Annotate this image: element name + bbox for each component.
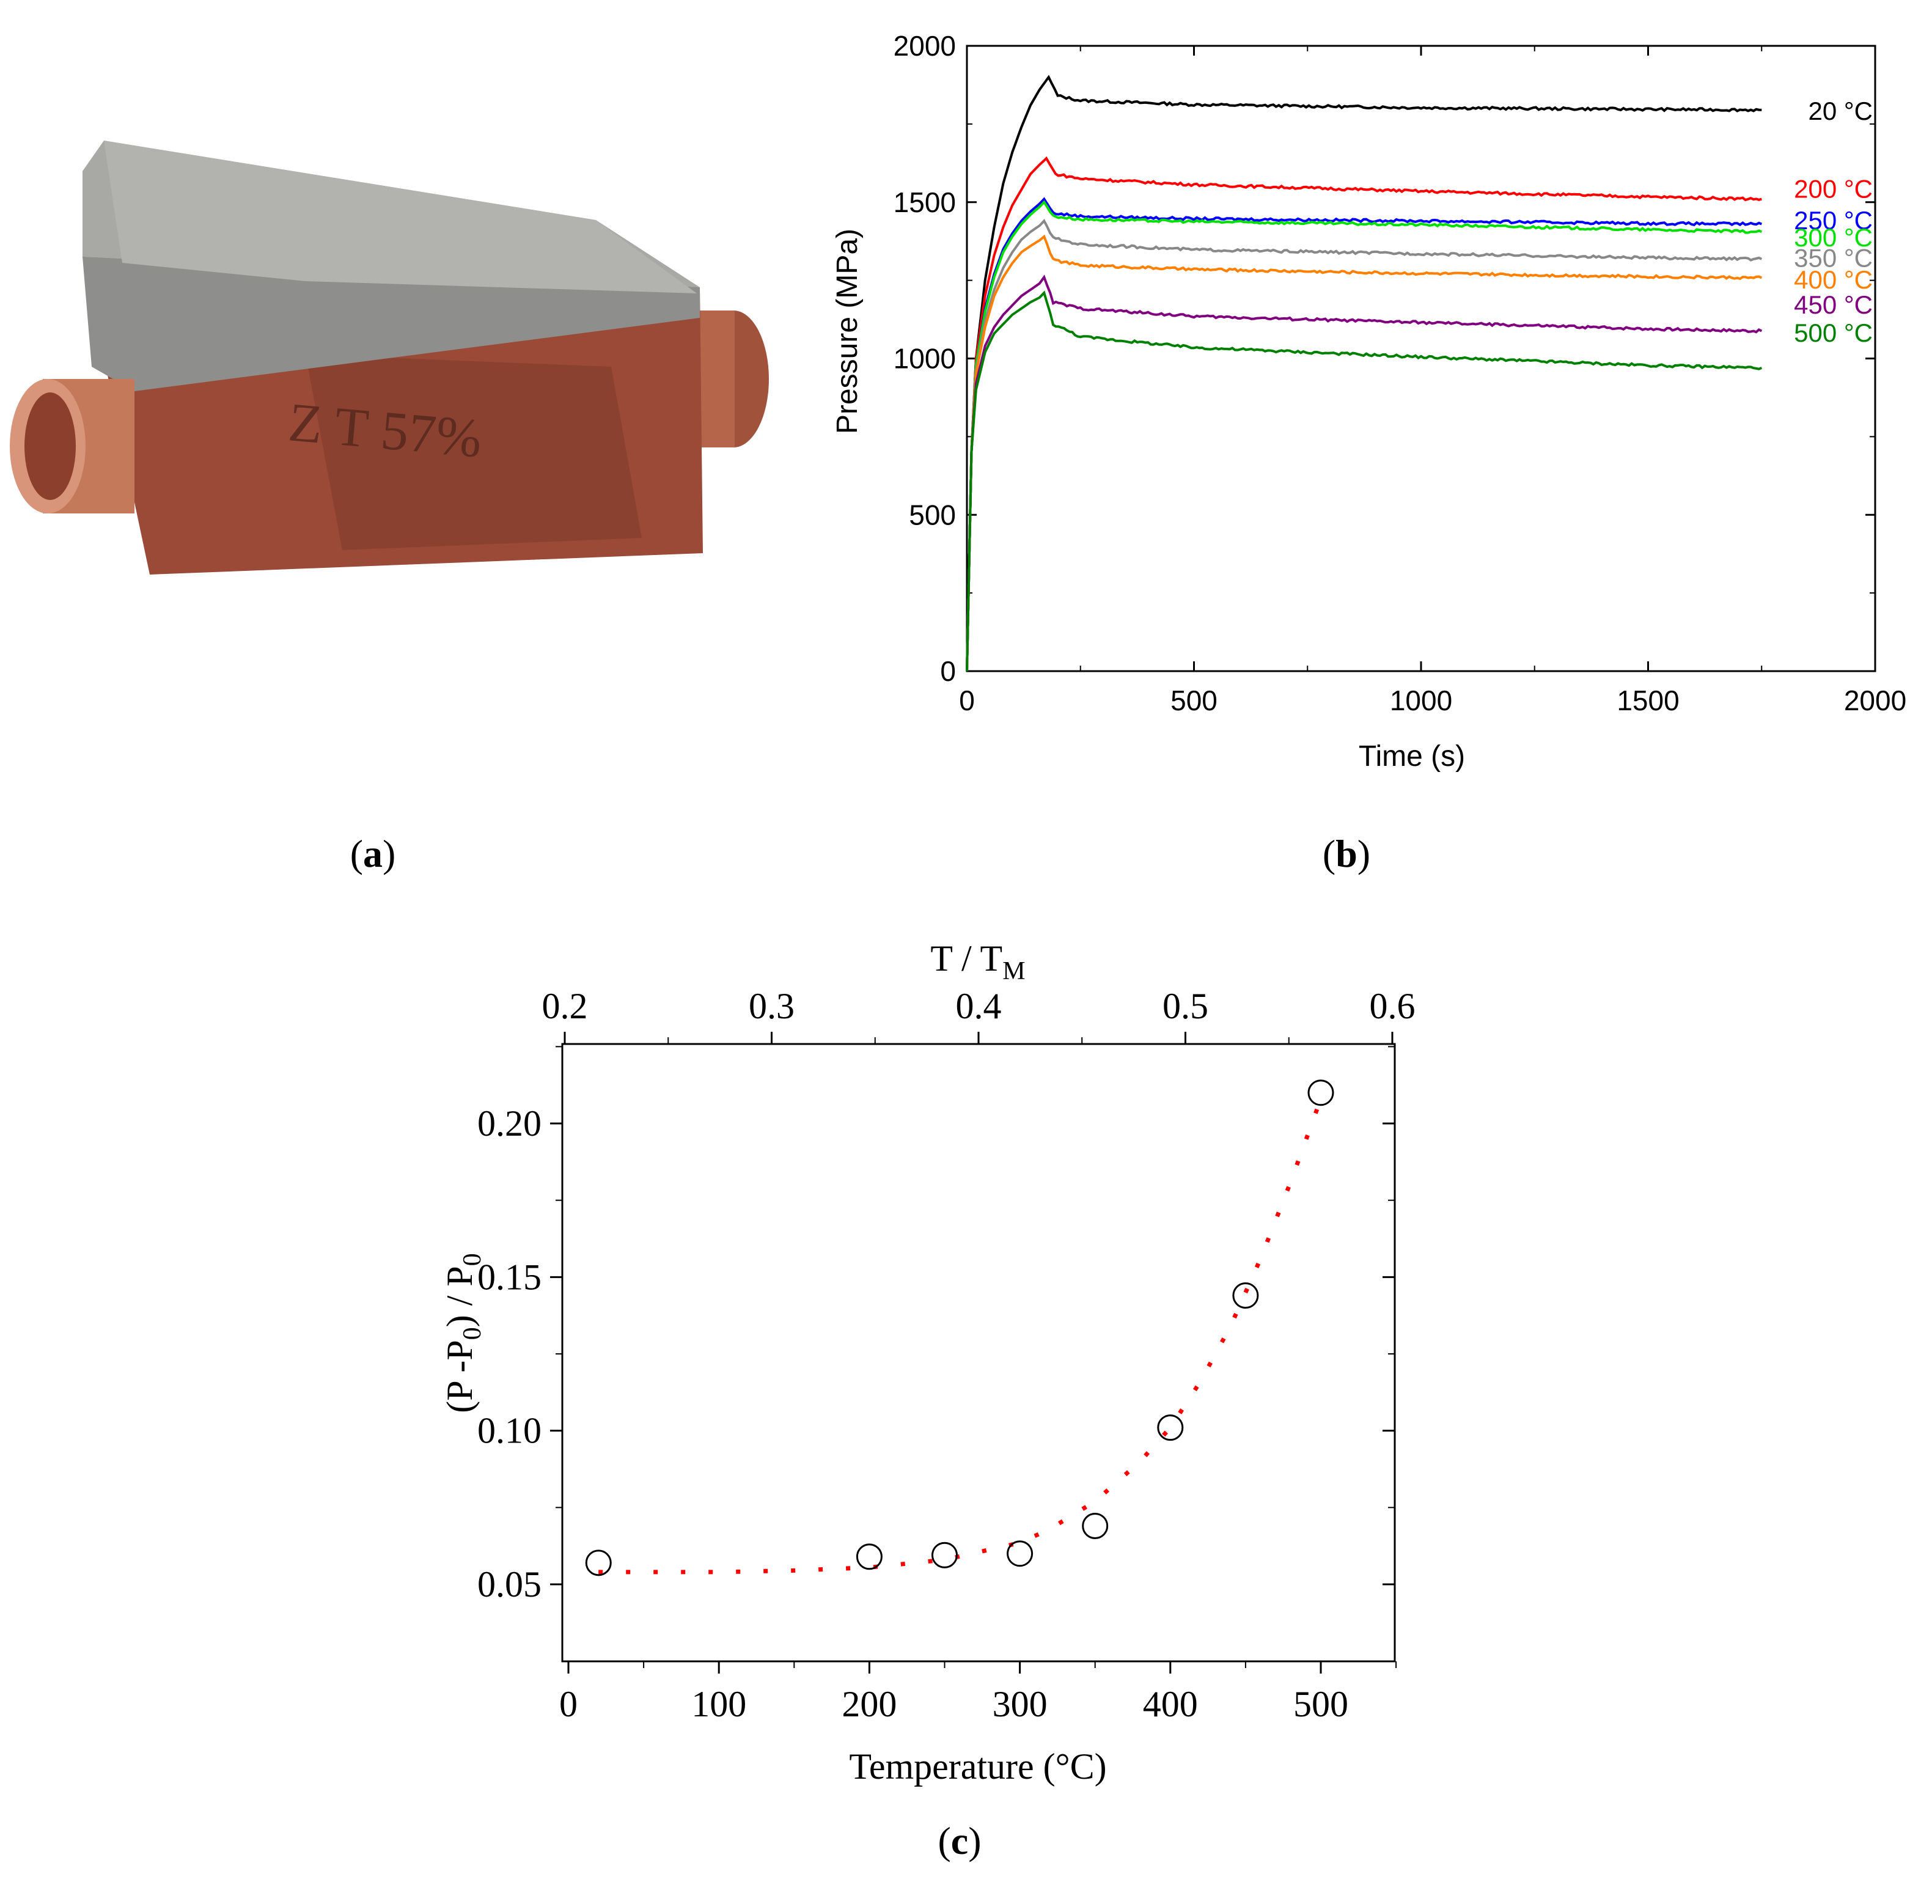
c-plot-frame xyxy=(561,1043,1396,1663)
c-top-axis-label: T / TM xyxy=(930,938,1025,985)
c-y-tick-label: 0.10 xyxy=(477,1411,542,1451)
left-pipe-inner xyxy=(24,392,76,500)
c-x-axis-label: Temperature (°C) xyxy=(849,1746,1106,1787)
c-top-tick-label: 0.3 xyxy=(749,986,795,1026)
block-front-shade xyxy=(306,355,642,550)
b-y-tick-label: 500 xyxy=(909,499,956,531)
c-data-point xyxy=(585,1549,612,1576)
b-x-tick-label: 1500 xyxy=(1617,685,1679,716)
b-series-line xyxy=(966,219,1763,672)
c-top-tick-label: 0.5 xyxy=(1163,986,1208,1026)
c-fit-curve xyxy=(598,1098,1323,1575)
c-y-axis-label-sub1: 0 xyxy=(458,1327,487,1340)
c-top-tick-label: 0.2 xyxy=(542,986,588,1026)
c-plot-area: 0 100 200 300 400 500 0.2 0.3 0.4 0.5 0.6 0.05 0.10 0… xyxy=(477,986,1416,1724)
c-y-axis-label-mid: ) / P xyxy=(439,1266,480,1327)
panel-label-c: (c) xyxy=(938,1819,982,1862)
c-top-axis-label-sub: M xyxy=(1002,957,1025,985)
c-x-tick-label: 100 xyxy=(691,1684,746,1724)
b-series-line xyxy=(966,156,1762,672)
b-x-tick-label: 500 xyxy=(1170,685,1218,716)
b-x-tick-label: 2000 xyxy=(1844,685,1906,716)
b-y-axis-label: Pressure (MPa) xyxy=(831,229,864,434)
b-series-line xyxy=(966,234,1763,672)
b-x-tick-label: 1000 xyxy=(1390,685,1452,716)
c-data-point xyxy=(1007,1540,1034,1567)
c-y-tick-label: 0.20 xyxy=(477,1103,542,1144)
c-x-tick-label: 200 xyxy=(842,1684,897,1724)
b-series-label: 20 °C xyxy=(1808,97,1873,125)
block-top-front-coating xyxy=(83,257,700,391)
b-series-label: 450 °C xyxy=(1794,290,1873,319)
c-data-point xyxy=(1232,1282,1259,1309)
b-y-tick-label: 1000 xyxy=(894,343,956,375)
b-series-line xyxy=(966,290,1763,672)
c-y-tick-label: 0.05 xyxy=(477,1564,542,1604)
c-top-tick-label: 0.4 xyxy=(956,986,1002,1026)
b-series-line xyxy=(966,75,1762,672)
b-series-label: 400 °C xyxy=(1794,265,1873,294)
c-data-point xyxy=(1307,1079,1334,1106)
c-y-axis-label-sub2: 0 xyxy=(458,1253,487,1266)
c-y-tick-label: 0.15 xyxy=(477,1257,542,1297)
c-y-axis-label: (P -P0) / P0 xyxy=(439,1253,487,1413)
c-x-tick-label: 0 xyxy=(559,1684,578,1724)
c-x-tick-label: 500 xyxy=(1293,1684,1348,1724)
panel-label-a: (a) xyxy=(350,832,396,875)
b-x-axis-label: Time (s) xyxy=(1359,740,1465,773)
c-top-tick-label: 0.6 xyxy=(1370,986,1416,1026)
c-data-point xyxy=(1082,1512,1109,1539)
c-x-tick-label: 400 xyxy=(1143,1684,1198,1724)
b-series-line xyxy=(966,274,1763,672)
b-y-tick-label: 2000 xyxy=(894,30,956,62)
panel-label-a-letter: a xyxy=(363,832,383,875)
c-x-tick-label: 300 xyxy=(993,1684,1048,1724)
panel-label-b-letter: b xyxy=(1335,832,1357,875)
panel-label-b: (b) xyxy=(1322,832,1371,875)
b-series-line xyxy=(966,197,1763,672)
b-y-tick-label: 0 xyxy=(940,655,956,687)
c-data-point xyxy=(1157,1414,1184,1441)
c-data-point xyxy=(931,1542,958,1568)
b-series-label: 250 °C xyxy=(1794,206,1873,235)
b-series-label: 500 °C xyxy=(1794,318,1873,347)
b-series-line xyxy=(966,200,1763,672)
panel-label-c-letter: c xyxy=(950,1819,969,1862)
b-series-label: 350 °C xyxy=(1794,243,1873,272)
b-x-tick-label: 0 xyxy=(959,685,975,716)
b-series-label: 200 °C xyxy=(1794,175,1873,204)
b-plot-area: 0 500 1000 1500 2000 0 500 1000 1500 2000 20 °C 200… xyxy=(894,30,1907,716)
c-y-axis-label-main: (P -P xyxy=(439,1340,480,1413)
c-data-point xyxy=(856,1543,883,1570)
b-series-label: 300 °C xyxy=(1794,223,1873,252)
b-y-tick-label: 1500 xyxy=(894,186,956,218)
c-top-axis-label-main: T / T xyxy=(930,938,1002,979)
copper-block xyxy=(10,141,769,575)
block-top-upper xyxy=(104,141,697,293)
